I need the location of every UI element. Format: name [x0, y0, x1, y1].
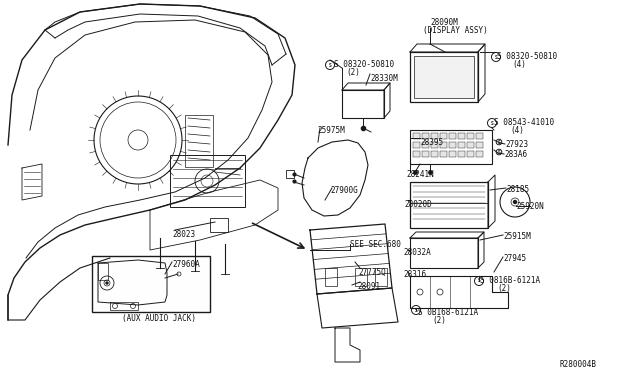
Text: S 0B168-6121A: S 0B168-6121A — [418, 308, 478, 317]
Bar — [476, 133, 483, 139]
Text: 28330M: 28330M — [370, 74, 397, 83]
Bar — [467, 133, 474, 139]
Bar — [431, 142, 438, 148]
Text: S: S — [491, 121, 493, 125]
Bar — [449, 133, 456, 139]
Text: 28395: 28395 — [420, 138, 443, 147]
Text: 27923: 27923 — [505, 140, 528, 149]
Text: (DISPLAY ASSY): (DISPLAY ASSY) — [423, 26, 488, 35]
Bar — [449, 142, 456, 148]
Text: 28091: 28091 — [357, 282, 380, 291]
Text: 25915M: 25915M — [503, 232, 531, 241]
Bar — [410, 238, 478, 268]
Text: S 08320-50810: S 08320-50810 — [334, 60, 394, 69]
Text: 27960A: 27960A — [172, 260, 200, 269]
Bar — [458, 151, 465, 157]
Text: 28032A: 28032A — [403, 248, 431, 257]
Bar — [413, 133, 420, 139]
Bar — [413, 151, 420, 157]
Bar — [449, 151, 456, 157]
Text: 27775Q: 27775Q — [358, 268, 386, 277]
Bar — [440, 142, 447, 148]
Circle shape — [513, 201, 516, 203]
Text: (2): (2) — [346, 68, 360, 77]
Bar — [92, 256, 210, 312]
Text: 27900G: 27900G — [330, 186, 358, 195]
Text: S: S — [328, 62, 332, 67]
Text: S 08543-41010: S 08543-41010 — [494, 118, 554, 127]
Bar — [476, 151, 483, 157]
Text: 283A6: 283A6 — [504, 150, 527, 159]
Text: 25975M: 25975M — [317, 126, 345, 135]
Bar — [342, 90, 384, 118]
Bar — [410, 52, 478, 102]
Text: R280004B: R280004B — [560, 360, 597, 369]
Bar — [185, 115, 213, 167]
Bar — [422, 142, 429, 148]
Bar — [422, 133, 429, 139]
Text: S 0816B-6121A: S 0816B-6121A — [480, 276, 540, 285]
Text: 28090M: 28090M — [430, 18, 458, 27]
Bar — [325, 268, 337, 286]
Bar — [375, 268, 387, 286]
Text: (2): (2) — [497, 284, 511, 293]
Text: (2): (2) — [432, 316, 446, 325]
Text: S: S — [497, 140, 500, 144]
Bar — [414, 56, 474, 98]
Text: 28241N: 28241N — [406, 170, 434, 179]
Bar — [458, 142, 465, 148]
Bar — [440, 133, 447, 139]
Text: S: S — [477, 279, 481, 283]
Text: 28023: 28023 — [172, 230, 195, 239]
Text: (4): (4) — [510, 126, 524, 135]
Bar — [440, 151, 447, 157]
Bar — [410, 130, 492, 164]
Bar — [431, 133, 438, 139]
Text: S: S — [415, 308, 417, 312]
Bar — [410, 182, 488, 228]
Bar — [431, 151, 438, 157]
Bar — [210, 218, 228, 232]
Text: S 08320-50810: S 08320-50810 — [497, 52, 557, 61]
Text: 25920N: 25920N — [516, 202, 544, 211]
Circle shape — [106, 282, 108, 284]
Text: S: S — [497, 150, 500, 154]
Text: (4): (4) — [512, 60, 526, 69]
Text: 28020D: 28020D — [404, 200, 432, 209]
Text: 27945: 27945 — [503, 254, 526, 263]
Text: 28316: 28316 — [403, 270, 426, 279]
Bar — [422, 151, 429, 157]
Bar — [286, 170, 294, 178]
Text: (AUX AUDIO JACK): (AUX AUDIO JACK) — [122, 314, 196, 323]
Bar — [458, 133, 465, 139]
Bar — [355, 268, 367, 286]
Bar — [476, 142, 483, 148]
Bar — [467, 151, 474, 157]
Text: 28185: 28185 — [506, 185, 529, 194]
Bar — [170, 155, 245, 207]
Text: SEE SEC.680: SEE SEC.680 — [350, 240, 401, 249]
Bar — [467, 142, 474, 148]
Text: S: S — [495, 55, 497, 60]
Bar — [413, 142, 420, 148]
